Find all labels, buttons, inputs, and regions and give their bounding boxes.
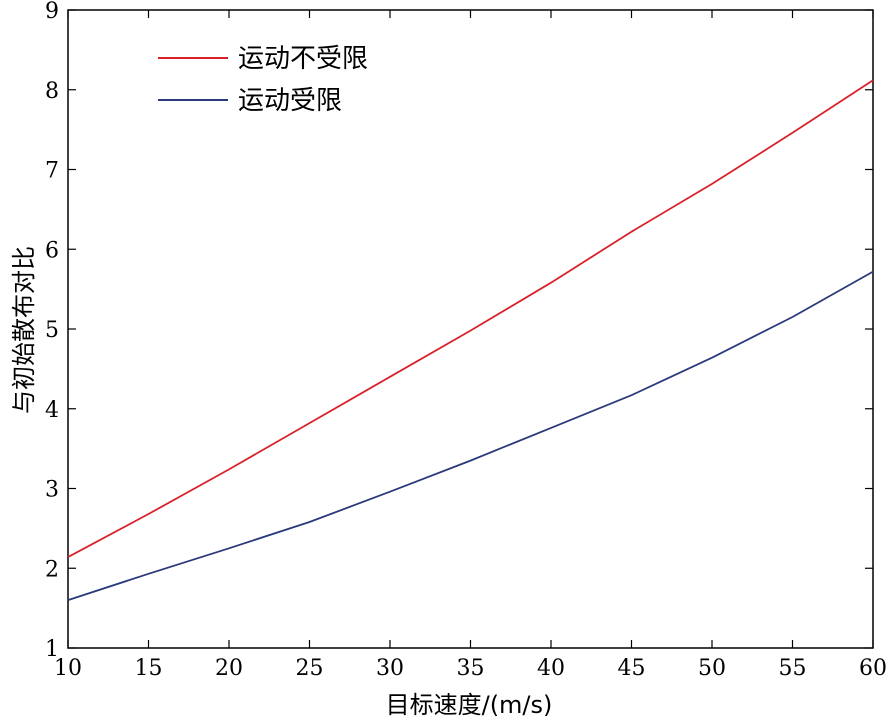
y-tick-label: 5: [45, 318, 59, 343]
x-tick-label: 35: [457, 656, 485, 681]
x-axis-title: 目标速度/(m/s): [386, 691, 553, 719]
x-tick-label: 20: [215, 656, 243, 681]
y-axis-title: 与初始散布对比: [10, 246, 38, 414]
x-tick-label: 15: [135, 656, 163, 681]
y-tick-label: 1: [45, 637, 59, 662]
x-tick-label: 50: [698, 656, 726, 681]
series-line-2: [67, 270, 874, 601]
x-tick-label: 55: [779, 656, 807, 681]
x-tick-label: 45: [618, 656, 646, 681]
series-lines: [67, 79, 874, 601]
x-tick-label: 60: [859, 656, 887, 681]
y-tick-label: 7: [45, 159, 59, 184]
y-tick-label: 6: [45, 238, 59, 263]
series-line-1: [67, 79, 874, 558]
y-tick-label: 9: [45, 0, 59, 24]
plot-frame: [67, 9, 874, 649]
y-tick-label: 2: [45, 557, 59, 582]
x-tick-label: 30: [376, 656, 404, 681]
legend-label-2: 运动受限: [238, 86, 342, 116]
y-tick-label: 8: [45, 79, 59, 104]
y-tick-label: 4: [45, 398, 59, 423]
x-tick-label: 25: [296, 656, 324, 681]
x-tick-label: 40: [537, 656, 565, 681]
x-tick-label: 10: [54, 656, 82, 681]
legend-label-1: 运动不受限: [238, 44, 368, 74]
y-tick-label: 3: [45, 478, 59, 503]
